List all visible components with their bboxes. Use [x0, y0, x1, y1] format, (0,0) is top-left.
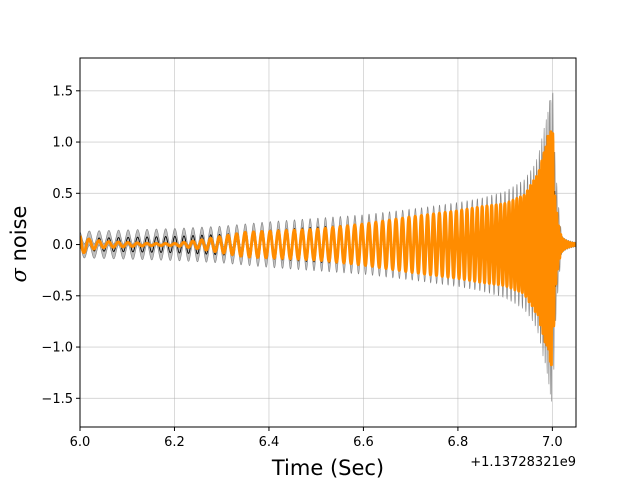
y-axis-label-symbol: σ — [7, 267, 31, 282]
x-axis-label: Time (Sec) — [271, 456, 384, 480]
x-tick-label: 6.6 — [353, 435, 374, 450]
x-tick-label: 6.4 — [259, 435, 280, 450]
y-tick-label: 1.5 — [52, 84, 73, 99]
data-series-line — [80, 130, 576, 367]
y-axis-label: σ noise — [7, 206, 31, 283]
axes-border — [79, 57, 577, 428]
x-tick-label: 6.2 — [164, 435, 185, 450]
y-tick-label: 0.5 — [52, 187, 73, 202]
plot-area — [80, 92, 576, 402]
x-tick-label: 6.0 — [70, 435, 91, 450]
x-tick-label: 7.0 — [542, 435, 563, 450]
axes-frame — [79, 57, 577, 428]
y-tick-label: −1.0 — [41, 341, 73, 356]
y-axis-label-text: noise — [7, 206, 31, 269]
y-tick-label: −0.5 — [41, 289, 73, 304]
y-tick-label: −1.5 — [41, 392, 73, 407]
x-tick-label: 6.8 — [448, 435, 469, 450]
y-tick-label: 0.0 — [52, 238, 73, 253]
x-axis-offset-label: +1.13728321e9 — [470, 455, 576, 470]
ticks: 6.0 6.2 6.4 6.6 6.8 7.0 1.5 1.0 0.5 0.0 −0.5 −1.0 −1… — [41, 84, 562, 450]
y-tick-label: 1.0 — [52, 136, 73, 151]
